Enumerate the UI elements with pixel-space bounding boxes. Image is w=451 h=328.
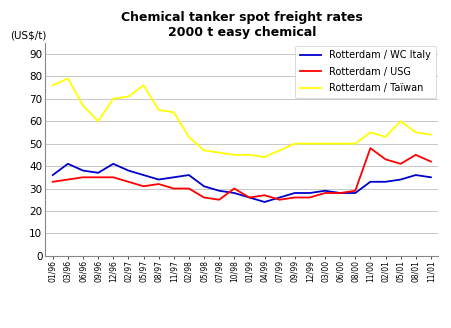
Rotterdam / Taïwan	[50, 83, 55, 87]
Rotterdam / Taïwan	[397, 119, 402, 123]
Rotterdam / USG	[95, 175, 101, 179]
Rotterdam / USG	[216, 198, 221, 202]
Rotterdam / USG	[307, 195, 312, 199]
Rotterdam / WC Italy	[50, 173, 55, 177]
Rotterdam / Taïwan	[95, 119, 101, 123]
Rotterdam / USG	[427, 160, 433, 164]
Line: Rotterdam / Taïwan: Rotterdam / Taïwan	[53, 78, 430, 157]
Rotterdam / Taïwan	[80, 104, 86, 108]
Rotterdam / USG	[170, 187, 176, 191]
Rotterdam / USG	[397, 162, 402, 166]
Rotterdam / USG	[231, 187, 236, 191]
Rotterdam / USG	[382, 157, 387, 161]
Rotterdam / WC Italy	[307, 191, 312, 195]
Rotterdam / Taïwan	[307, 142, 312, 146]
Rotterdam / USG	[322, 191, 327, 195]
Line: Rotterdam / WC Italy: Rotterdam / WC Italy	[53, 164, 430, 202]
Rotterdam / Taïwan	[65, 76, 70, 80]
Rotterdam / WC Italy	[170, 175, 176, 179]
Rotterdam / Taïwan	[186, 135, 191, 139]
Rotterdam / WC Italy	[201, 184, 206, 188]
Rotterdam / Taïwan	[216, 151, 221, 154]
Rotterdam / WC Italy	[110, 162, 116, 166]
Rotterdam / USG	[50, 180, 55, 184]
Rotterdam / Taïwan	[156, 108, 161, 112]
Rotterdam / Taïwan	[201, 148, 206, 152]
Rotterdam / USG	[336, 191, 342, 195]
Title: Chemical tanker spot freight rates
2000 t easy chemical: Chemical tanker spot freight rates 2000 …	[121, 11, 362, 39]
Rotterdam / Taïwan	[322, 142, 327, 146]
Rotterdam / USG	[80, 175, 86, 179]
Legend: Rotterdam / WC Italy, Rotterdam / USG, Rotterdam / Taïwan: Rotterdam / WC Italy, Rotterdam / USG, R…	[294, 46, 435, 98]
Rotterdam / Taïwan	[110, 97, 116, 101]
Rotterdam / WC Italy	[80, 169, 86, 173]
Rotterdam / Taïwan	[125, 94, 131, 98]
Rotterdam / USG	[141, 184, 146, 188]
Rotterdam / WC Italy	[186, 173, 191, 177]
Rotterdam / WC Italy	[231, 191, 236, 195]
Rotterdam / Taïwan	[261, 155, 267, 159]
Rotterdam / USG	[125, 180, 131, 184]
Rotterdam / Taïwan	[367, 131, 372, 134]
Rotterdam / Taïwan	[336, 142, 342, 146]
Rotterdam / USG	[201, 195, 206, 199]
Rotterdam / WC Italy	[412, 173, 418, 177]
Rotterdam / WC Italy	[322, 189, 327, 193]
Rotterdam / USG	[65, 177, 70, 181]
Rotterdam / WC Italy	[246, 195, 252, 199]
Rotterdam / Taïwan	[170, 110, 176, 114]
Rotterdam / USG	[186, 187, 191, 191]
Rotterdam / WC Italy	[261, 200, 267, 204]
Rotterdam / USG	[276, 198, 282, 202]
Line: Rotterdam / USG: Rotterdam / USG	[53, 148, 430, 200]
Rotterdam / WC Italy	[65, 162, 70, 166]
Rotterdam / USG	[156, 182, 161, 186]
Rotterdam / WC Italy	[95, 171, 101, 175]
Rotterdam / WC Italy	[291, 191, 297, 195]
Rotterdam / WC Italy	[276, 195, 282, 199]
Rotterdam / WC Italy	[352, 191, 357, 195]
Rotterdam / Taïwan	[231, 153, 236, 157]
Rotterdam / WC Italy	[367, 180, 372, 184]
Rotterdam / Taïwan	[352, 142, 357, 146]
Rotterdam / USG	[367, 146, 372, 150]
Rotterdam / USG	[110, 175, 116, 179]
Rotterdam / USG	[412, 153, 418, 157]
Rotterdam / WC Italy	[141, 173, 146, 177]
Rotterdam / WC Italy	[382, 180, 387, 184]
Rotterdam / Taïwan	[276, 148, 282, 152]
Rotterdam / Taïwan	[291, 142, 297, 146]
Rotterdam / WC Italy	[336, 191, 342, 195]
Rotterdam / Taïwan	[141, 83, 146, 87]
Rotterdam / WC Italy	[156, 177, 161, 181]
Rotterdam / WC Italy	[216, 189, 221, 193]
Rotterdam / WC Italy	[397, 177, 402, 181]
Rotterdam / Taïwan	[412, 131, 418, 134]
Rotterdam / USG	[291, 195, 297, 199]
Rotterdam / WC Italy	[427, 175, 433, 179]
Rotterdam / Taïwan	[427, 133, 433, 137]
Rotterdam / Taïwan	[382, 135, 387, 139]
Rotterdam / Taïwan	[246, 153, 252, 157]
Rotterdam / WC Italy	[125, 169, 131, 173]
Rotterdam / USG	[246, 195, 252, 199]
Text: (US$/t): (US$/t)	[10, 31, 46, 40]
Rotterdam / USG	[352, 189, 357, 193]
Rotterdam / USG	[261, 193, 267, 197]
